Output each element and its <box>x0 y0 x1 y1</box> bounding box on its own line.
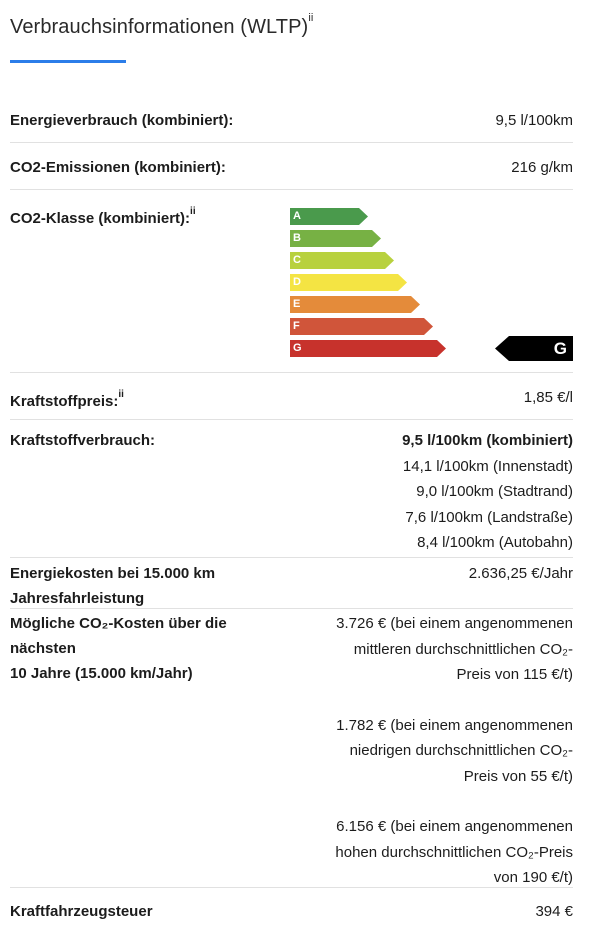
value-co2-cost: 3.726 € (bei einem angenommenen mittlere… <box>335 611 573 891</box>
value-energy-consumption: 9,5 l/100km <box>495 112 573 129</box>
co2-class-arrow-f: F <box>290 318 433 335</box>
consumption-combined: 9,5 l/100km (kombiniert) <box>402 432 573 449</box>
row-energy-consumption: Energieverbrauch (kombiniert): 9,5 l/100… <box>10 97 573 142</box>
co2-class-arrow-d: D <box>290 274 407 291</box>
label-energy-cost: Energiekosten bei 15.000 km Jahresfahrle… <box>10 565 216 607</box>
co2-class-letter: D <box>293 276 301 288</box>
label-energy-consumption: Energieverbrauch (kombiniert): <box>10 112 234 129</box>
footnote-marker[interactable]: ii <box>118 389 124 400</box>
row-energy-cost: Energiekosten bei 15.000 km Jahresfahrle… <box>10 557 573 609</box>
footnote-marker[interactable]: ii <box>190 206 196 217</box>
value-co2-emissions: 216 g/km <box>511 159 573 176</box>
co2-class-arrow-g: G <box>290 340 446 357</box>
co2-class-rating-letter: G <box>553 339 567 358</box>
co2-cost-medium: 3.726 € (bei einem angenommenen mittlere… <box>336 615 573 683</box>
row-co2-class: CO2-Klasse (kombiniert):ii <box>10 189 573 373</box>
co2-cost-high: 6.156 € (bei einem angenommenen hohen du… <box>335 818 573 886</box>
value-fuel-price: 1,85 €/l <box>523 389 573 406</box>
consumption-highway: 8,4 l/100km (Autobahn) <box>417 534 573 551</box>
label-co2-class: CO2-Klasse (kombiniert):ii <box>10 206 196 227</box>
row-co2-emissions: CO2-Emissionen (kombiniert): 216 g/km <box>10 142 573 190</box>
value-vehicle-tax: 394 € <box>535 903 573 920</box>
label-vehicle-tax: Kraftfahrzeugsteuer <box>10 903 153 920</box>
row-co2-cost: Mögliche CO₂-Kosten über die nächsten 10… <box>10 608 573 888</box>
co2-class-letter: C <box>293 254 301 266</box>
title-underline <box>10 60 126 63</box>
page-title: Verbrauchsinformationen (WLTP)ii <box>10 12 314 38</box>
consumption-city: 14,1 l/100km (Innenstadt) <box>402 457 573 475</box>
value-fuel-consumption: 9,5 l/100km (kombiniert) 14,1 l/100km (I… <box>402 428 573 556</box>
row-fuel-price: Kraftstoffpreis:ii 1,85 €/l <box>10 372 573 420</box>
consumption-rural: 7,6 l/100km (Landstraße) <box>405 508 573 526</box>
consumption-suburban: 9,0 l/100km (Stadtrand) <box>416 483 573 500</box>
co2-class-letter: E <box>293 298 301 310</box>
value-energy-cost: 2.636,25 €/Jahr <box>468 565 573 582</box>
co2-cost-low: 1.782 € (bei einem angenommenen niedrige… <box>336 716 573 785</box>
label-fuel-consumption: Kraftstoffverbrauch: <box>10 432 156 449</box>
co2-class-arrow-c: C <box>290 252 394 269</box>
co2-class-arrow-a: A <box>290 208 368 225</box>
label-fuel-price: Kraftstoffpreis:ii <box>10 389 124 410</box>
label-co2-emissions: CO2-Emissionen (kombiniert): <box>10 159 226 176</box>
co2-class-letter: G <box>293 342 302 354</box>
co2-class-arrow-e: E <box>290 296 420 313</box>
co2-class-arrow-b: B <box>290 230 381 247</box>
co2-class-letter: F <box>293 320 300 332</box>
co2-class-rating-marker: G <box>495 336 573 361</box>
footnote-marker[interactable]: ii <box>308 12 314 25</box>
co2-class-letter: A <box>293 210 301 222</box>
label-co2-cost: Mögliche CO₂-Kosten über die nächsten 10… <box>10 615 227 682</box>
row-vehicle-tax: Kraftfahrzeugsteuer 394 € <box>10 887 573 929</box>
co2-class-letter: B <box>293 232 301 244</box>
row-fuel-consumption: Kraftstoffverbrauch: 9,5 l/100km (kombin… <box>10 419 573 558</box>
